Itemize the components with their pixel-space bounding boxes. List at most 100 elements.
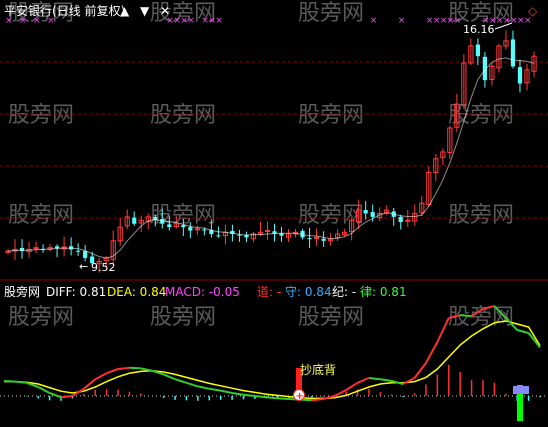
dea-label: DEA: 0.84 — [107, 285, 166, 299]
signal-marker: × — [208, 16, 216, 26]
diff-line-segment — [493, 305, 507, 319]
watermark-text: 股旁网 — [298, 305, 364, 330]
chart-title: 平安银行(日线 前复权) — [4, 3, 125, 18]
diamond-icon[interactable]: ◇ — [528, 4, 538, 18]
candle-body — [54, 246, 60, 249]
diff-line-segment — [413, 362, 427, 379]
watermark-text: 股旁网 — [8, 1, 74, 26]
signal-marker: × — [517, 16, 525, 26]
chevron-down-icon[interactable]: ▼ — [140, 4, 150, 18]
candle-body — [468, 45, 474, 64]
candle-body — [489, 65, 495, 80]
diff-line-segment — [516, 329, 529, 334]
candle-body — [237, 234, 242, 236]
strength-cap — [513, 386, 529, 394]
bottom-divergence-label: 抄底背 — [300, 362, 336, 377]
candle-body — [132, 217, 137, 224]
diff-line-segment — [277, 397, 290, 400]
signal-marker: × — [503, 16, 511, 26]
diff-line-segment — [402, 377, 416, 385]
candle-body — [461, 62, 467, 106]
candle-body — [264, 230, 271, 233]
watermark-text: 股旁网 — [448, 103, 514, 128]
diff-line-segment — [391, 380, 404, 385]
candle-body — [202, 229, 207, 231]
diff-line-segment — [254, 395, 267, 399]
diff-line-segment — [482, 305, 495, 310]
candle-body — [300, 230, 305, 238]
diff-line-segment — [266, 396, 278, 400]
signal-marker: × — [166, 16, 174, 26]
diff-line-segment — [505, 317, 518, 331]
candle-body — [209, 229, 214, 234]
signal-marker: × — [187, 16, 195, 26]
candle-body — [76, 250, 81, 252]
watermark-text: 股旁网 — [448, 1, 514, 26]
diff-line-segment — [311, 398, 324, 402]
chevron-up-icon[interactable]: ▲ — [120, 4, 130, 18]
diff-line-segment — [231, 392, 244, 396]
ji-label: 纪: - — [332, 285, 356, 299]
diff-line-segment — [425, 341, 439, 364]
watermark-text: 股旁网 — [8, 203, 74, 228]
signal-marker: × — [5, 16, 13, 26]
candle-body — [307, 238, 312, 240]
dea-line — [4, 320, 541, 400]
diff-line-segment — [380, 378, 392, 382]
diff-line-segment — [129, 366, 141, 370]
signal-dot — [293, 389, 305, 401]
watermark-text: 股旁网 — [8, 103, 74, 128]
candle-body — [19, 247, 25, 252]
candle-body — [173, 223, 179, 227]
low-arrow: ← — [79, 260, 88, 273]
candle-body — [517, 67, 523, 84]
signal-marker: × — [482, 16, 490, 26]
candle-body — [349, 219, 355, 233]
dao-label: 道: - — [257, 285, 281, 299]
candle-body — [244, 234, 249, 238]
candle-body — [138, 219, 144, 224]
candle-body — [356, 209, 362, 223]
signal-marker: × — [19, 16, 27, 26]
diff-line-segment — [323, 395, 335, 400]
candle-body — [279, 233, 284, 236]
candle-body — [531, 55, 537, 72]
plus-icon: + — [296, 391, 304, 402]
candle-body — [313, 236, 320, 239]
low-price-label: 9.52 — [91, 261, 116, 274]
candle-body — [117, 226, 123, 242]
candle-body — [33, 247, 39, 250]
candle-body — [153, 216, 158, 221]
signal-marker: × — [201, 16, 209, 26]
candle-body — [167, 224, 172, 228]
candle-body — [342, 231, 348, 236]
signal-marker: × — [370, 16, 378, 26]
diff-line-segment — [163, 373, 176, 381]
watermark-text: 股旁网 — [8, 305, 74, 330]
watermark-text: 股旁网 — [150, 305, 216, 330]
candle-body — [426, 171, 432, 206]
candle-body — [419, 202, 425, 214]
candle-body — [496, 45, 502, 69]
signal-bar — [296, 368, 302, 392]
signal-markers: × × × × × × × × × × × × × × × × × × × × × × × × × — [5, 16, 532, 26]
diff-line-segment — [174, 378, 187, 384]
diff-line-segment — [471, 308, 484, 318]
candle-body — [447, 127, 453, 154]
signal-marker: × — [180, 16, 188, 26]
diff-line-segment — [3, 380, 16, 383]
candle-body — [412, 212, 418, 222]
candle-body — [216, 235, 221, 237]
signal-marker: × — [440, 16, 448, 26]
diff-line-segment — [186, 381, 199, 388]
high-pointer — [494, 22, 513, 30]
close-icon[interactable]: ✕ — [160, 4, 170, 18]
candle-body — [250, 233, 257, 240]
signal-marker: × — [173, 16, 181, 26]
shou-label: 守: 0.84 — [285, 285, 332, 299]
candle-body — [145, 216, 151, 223]
signal-marker: × — [496, 16, 504, 26]
candle-body — [194, 228, 200, 231]
diff-line-segment — [448, 314, 461, 319]
